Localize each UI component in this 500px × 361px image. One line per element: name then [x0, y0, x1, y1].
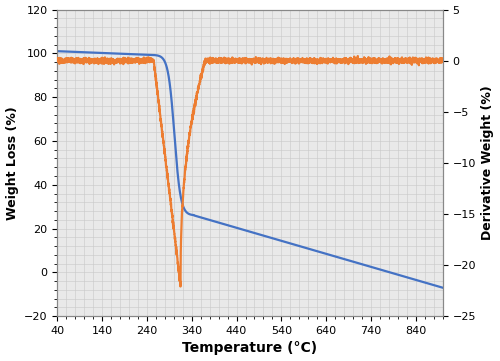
Y-axis label: Derivative Weight (%): Derivative Weight (%)	[482, 86, 494, 240]
X-axis label: Temperature (°C): Temperature (°C)	[182, 342, 318, 356]
Y-axis label: Weight Loss (%): Weight Loss (%)	[6, 106, 18, 220]
